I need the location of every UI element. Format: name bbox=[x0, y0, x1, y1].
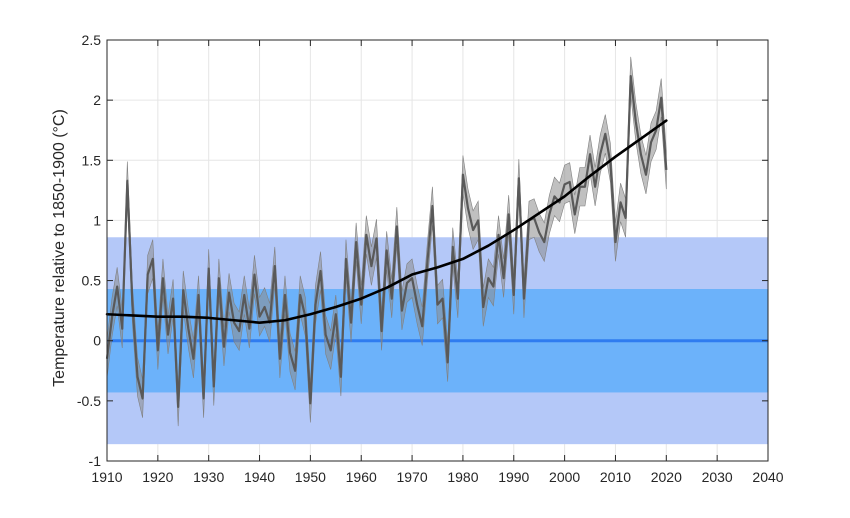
y-tick-label: 2 bbox=[93, 92, 101, 108]
x-tick-label: 2040 bbox=[752, 469, 783, 485]
y-tick-label: 1 bbox=[93, 212, 101, 228]
y-axis-title: Temperature relative to 1850-1900 (°C) bbox=[51, 109, 68, 387]
x-tick-label: 1910 bbox=[91, 469, 122, 485]
trend-line bbox=[105, 119, 668, 324]
x-tick-label: 1920 bbox=[142, 469, 173, 485]
x-tick-label: 2020 bbox=[651, 469, 682, 485]
x-tick-label: 2030 bbox=[702, 469, 733, 485]
y-tick-label: -1 bbox=[89, 453, 102, 469]
y-tick-label: -0.5 bbox=[77, 393, 101, 409]
x-tick-label: 1950 bbox=[295, 469, 326, 485]
x-tick-label: 2000 bbox=[549, 469, 580, 485]
axes-box bbox=[106, 39, 769, 462]
y-tick-label: 0 bbox=[93, 333, 101, 349]
x-tick-label: 1980 bbox=[447, 469, 478, 485]
annual-series-line bbox=[105, 74, 668, 408]
y-tick-label: 1.5 bbox=[82, 152, 102, 168]
y-tick-label: 0.5 bbox=[82, 273, 102, 289]
x-tick-label: 1990 bbox=[498, 469, 529, 485]
y-tick-label: 2.5 bbox=[82, 32, 102, 48]
x-tick-label: 2010 bbox=[600, 469, 631, 485]
x-tick-label: 1940 bbox=[244, 469, 275, 485]
x-tick-label: 1970 bbox=[396, 469, 427, 485]
annual-uncertainty-band bbox=[106, 56, 667, 427]
plot-area: 1910 1920 1930 1940 1950 1960 1970 1980 1990 2000… bbox=[77, 32, 784, 485]
x-tick-label: 1960 bbox=[346, 469, 377, 485]
x-tick-label: 1930 bbox=[193, 469, 224, 485]
